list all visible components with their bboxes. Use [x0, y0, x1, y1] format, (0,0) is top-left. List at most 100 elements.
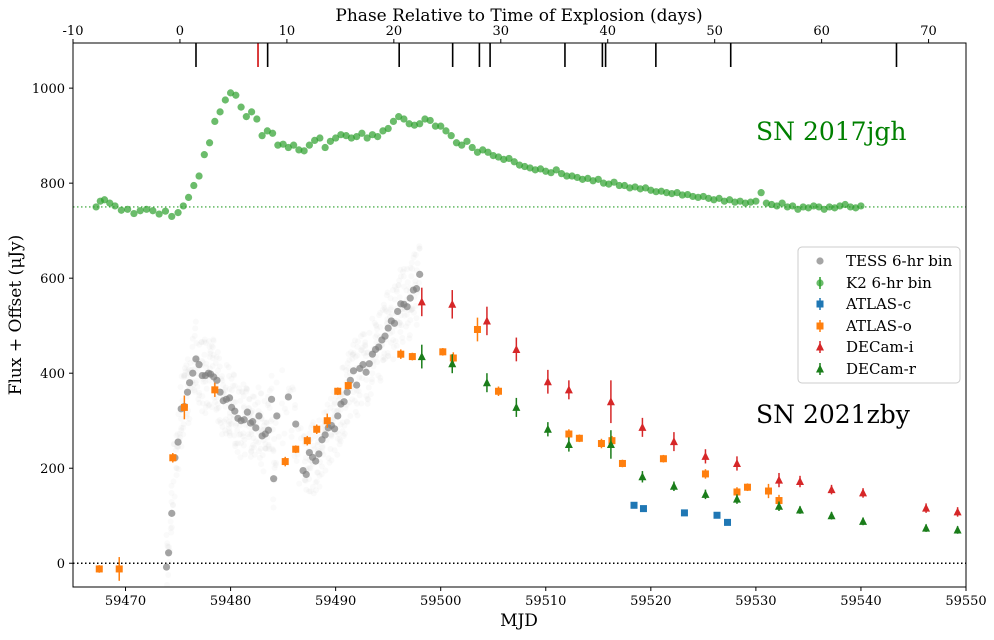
tess-unbinned-point — [233, 440, 240, 447]
data-point — [505, 154, 513, 163]
tess-unbinned-point — [250, 441, 257, 448]
data-point — [713, 511, 721, 519]
tess-unbinned-point — [254, 399, 261, 406]
tess-unbinned-point — [380, 357, 387, 364]
tess-unbinned-point — [368, 376, 375, 383]
data-point — [130, 209, 138, 218]
tess-unbinned-point — [265, 443, 272, 450]
data-point — [184, 193, 193, 202]
tess-unbinned-point — [182, 368, 189, 375]
tess-unbinned-point — [341, 430, 348, 437]
tess-unbinned-point — [214, 348, 221, 355]
tess-unbinned-point — [189, 343, 196, 350]
data-point — [618, 459, 626, 467]
tess-unbinned-point — [314, 441, 321, 448]
tess-unbinned-point — [359, 344, 366, 351]
top-tick-label: 20 — [386, 24, 403, 39]
tess-unbinned-point — [236, 431, 243, 438]
tess-unbinned-point — [293, 457, 300, 464]
tess-unbinned-point — [324, 401, 331, 408]
data-point — [859, 516, 868, 525]
tess-unbinned-point — [391, 296, 398, 303]
tess-unbinned-point — [275, 433, 282, 440]
tess-unbinned-point — [249, 393, 256, 400]
tess-unbinned-point — [362, 353, 369, 360]
data-point — [543, 377, 552, 386]
data-point — [302, 470, 310, 478]
tess-unbinned-point — [279, 440, 286, 447]
tess-unbinned-point — [241, 436, 248, 443]
tess-unbinned-point — [404, 279, 411, 286]
tess-unbinned-point — [248, 445, 255, 452]
tess-unbinned-point — [243, 385, 250, 392]
data-point — [321, 431, 329, 439]
data-point — [321, 143, 329, 152]
series-k2-6-hr-bin — [92, 89, 865, 221]
tess-unbinned-point — [243, 385, 250, 392]
tess-unbinned-point — [202, 378, 209, 385]
tess-unbinned-point — [302, 454, 309, 461]
legend-label-decam-i: DECam-i — [846, 338, 914, 356]
tess-unbinned-point — [180, 421, 187, 428]
tess-unbinned-point — [377, 377, 384, 384]
tess-unbinned-point — [173, 432, 180, 439]
tess-unbinned-point — [178, 427, 185, 434]
data-point — [953, 507, 962, 516]
tess-unbinned-point — [255, 448, 262, 455]
data-point — [448, 299, 457, 308]
tess-unbinned-point — [387, 295, 394, 302]
tess-unbinned-point — [226, 432, 233, 439]
data-point — [543, 424, 552, 433]
tess-unbinned-point — [203, 385, 210, 392]
tess-unbinned-point — [184, 373, 191, 380]
tess-unbinned-point — [313, 478, 320, 485]
tess-unbinned-point — [343, 367, 350, 374]
data-point — [162, 563, 171, 571]
data-point — [384, 124, 392, 133]
data-point — [300, 147, 308, 155]
data-point — [389, 117, 398, 125]
tess-unbinned-point — [165, 572, 172, 579]
tess-unbinned-point — [189, 335, 196, 342]
tess-unbinned-point — [178, 373, 185, 380]
tess-unbinned-point — [192, 318, 199, 325]
tess-unbinned-point — [407, 264, 414, 271]
tess-unbinned-point — [206, 353, 213, 360]
y-tick-label: 400 — [40, 367, 65, 382]
tess-unbinned-point — [195, 396, 202, 403]
tess-unbinned-point — [226, 418, 233, 425]
tess-unbinned-point — [359, 331, 366, 338]
tess-unbinned-point — [344, 418, 351, 425]
tess-unbinned-point — [251, 444, 258, 451]
tess-unbinned-point — [176, 430, 183, 437]
data-point — [142, 205, 151, 213]
tess-unbinned-point — [281, 430, 288, 437]
tess-unbinned-point — [369, 315, 376, 322]
tess-unbinned-point — [263, 445, 270, 452]
data-point — [344, 382, 352, 390]
tess-unbinned-point — [416, 245, 423, 252]
tess-unbinned-point — [258, 461, 265, 468]
tess-unbinned-point — [192, 379, 199, 386]
data-point — [437, 122, 445, 130]
tess-unbinned-point — [191, 332, 198, 339]
tess-unbinned-point — [375, 372, 382, 379]
tess-unbinned-point — [248, 428, 255, 435]
tess-unbinned-point — [268, 372, 275, 379]
data-point — [334, 412, 342, 420]
tess-unbinned-point — [213, 354, 220, 361]
data-point — [778, 199, 786, 207]
data-point — [512, 344, 521, 353]
data-point — [547, 169, 555, 177]
tess-unbinned-point — [374, 359, 381, 366]
data-point — [303, 437, 311, 445]
data-point — [149, 207, 157, 215]
x-tick-label: 59550 — [945, 594, 986, 609]
tess-unbinned-point — [196, 389, 203, 396]
tess-unbinned-point — [389, 287, 396, 294]
tess-unbinned-point — [178, 415, 185, 422]
tess-unbinned-point — [225, 421, 232, 428]
top-tick-label: 0 — [176, 24, 184, 39]
tess-unbinned-point — [318, 463, 325, 470]
tess-unbinned-point — [321, 409, 328, 416]
